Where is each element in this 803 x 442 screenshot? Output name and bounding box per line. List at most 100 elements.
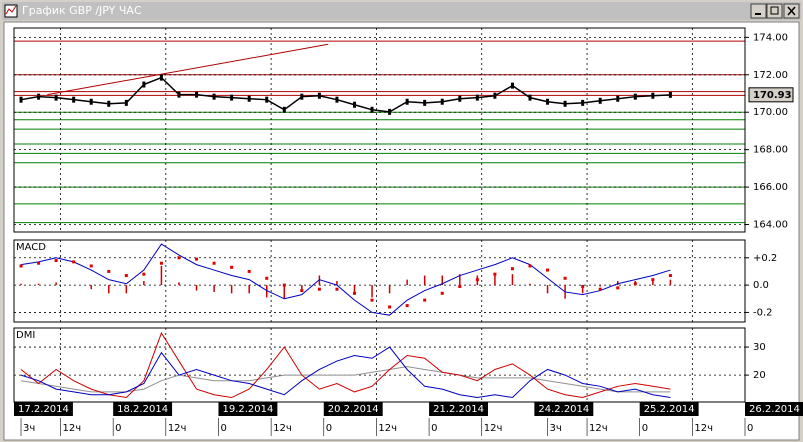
signal-dot (581, 284, 585, 288)
price-line (20, 76, 671, 113)
price-bar (651, 92, 655, 99)
window-buttons[interactable] (750, 3, 800, 19)
price-bar (510, 82, 514, 89)
histogram-bar (318, 275, 321, 286)
price-bar (107, 100, 111, 107)
price-bar (616, 95, 620, 102)
price-bar (335, 96, 339, 103)
price-bar (581, 99, 585, 106)
signal-dot (282, 283, 286, 287)
price-bar (546, 98, 550, 105)
series-line (20, 346, 671, 399)
date-box (639, 402, 699, 416)
price-bar (423, 99, 427, 106)
histogram-bar (336, 281, 338, 286)
signal-dot (352, 291, 356, 295)
signal-dot (107, 269, 111, 273)
histogram-bar (423, 275, 426, 286)
price-bar (37, 93, 41, 100)
price-bar (563, 100, 567, 107)
y-tick-label: 164.00 (753, 220, 788, 231)
date-label: 18.2.2014 (117, 404, 168, 415)
price-bar (300, 93, 304, 100)
close-glyph (787, 6, 796, 16)
price-bar (19, 96, 23, 103)
date-label: 21.2.2014 (433, 404, 484, 415)
signal-dot (370, 298, 374, 302)
price-bar (352, 101, 356, 108)
panel-title: MACD (16, 242, 46, 253)
price-bar (265, 96, 269, 103)
maximize-button[interactable] (766, 3, 783, 19)
histogram-bar (388, 285, 391, 294)
hour-label: 12ч (168, 423, 187, 434)
date-box (745, 402, 803, 416)
price-bar (72, 96, 76, 103)
histogram-bar (90, 285, 92, 290)
y-tick-label: 20 (753, 370, 766, 381)
signal-dot (668, 274, 672, 278)
panel-title: DMI (16, 330, 35, 341)
y-tick-label: +0.2 (753, 253, 777, 264)
signal-dot (651, 278, 655, 282)
minimize-button[interactable] (750, 3, 767, 19)
y-tick-label: 170.00 (753, 107, 788, 118)
hour-label: 12ч (694, 423, 713, 434)
signal-dot (212, 261, 216, 265)
histogram-bar (20, 283, 22, 286)
histogram-bar (581, 285, 584, 294)
price-bar (405, 98, 409, 105)
hour-label: 12ч (589, 423, 608, 434)
histogram-bar (459, 274, 461, 286)
histogram-bar (529, 283, 531, 286)
title-bar (2, 2, 801, 20)
date-box (323, 402, 383, 416)
price-bar (159, 74, 163, 81)
price-bar (317, 92, 321, 99)
price-bar (89, 98, 93, 105)
signal-dot (54, 259, 58, 262)
signal-dot (388, 305, 392, 309)
trend-line (47, 43, 329, 96)
signal-dot (19, 264, 23, 268)
price-bar (54, 94, 58, 101)
histogram-bar (195, 285, 198, 291)
date-box (534, 402, 594, 416)
price-bar (230, 94, 234, 101)
price-bar (388, 108, 392, 115)
signal-dot (510, 267, 514, 271)
histogram-bar (494, 275, 496, 286)
hour-label: 12ч (63, 423, 82, 434)
price-bar (598, 97, 602, 104)
hour-label: 12ч (484, 423, 503, 434)
signal-dot (405, 304, 409, 308)
y-tick-label: 168.00 (753, 145, 788, 156)
series-line (20, 366, 671, 393)
y-tick-label: -0.2 (753, 307, 773, 318)
date-label: 20.2.2014 (328, 404, 379, 415)
signal-dot (598, 287, 602, 291)
histogram-bar (213, 285, 215, 292)
histogram-bar (55, 282, 57, 286)
signal-dot (159, 261, 163, 265)
date-box (429, 402, 488, 416)
panel (14, 328, 745, 402)
histogram-bar (353, 285, 356, 292)
date-box (218, 402, 278, 416)
histogram-bar (37, 283, 40, 286)
y-tick-label: 174.00 (753, 32, 788, 43)
hour-label: 12ч (273, 423, 292, 434)
signal-dot (475, 278, 479, 282)
signal-dot (247, 269, 251, 273)
signal-dot (89, 264, 93, 268)
hour-label: 0 (642, 423, 648, 434)
series-line (20, 243, 671, 316)
hour-label: 3ч (550, 423, 562, 434)
date-label: 19.2.2014 (222, 404, 273, 415)
signal-dot (563, 276, 567, 280)
histogram-bar (178, 282, 180, 286)
price-bar (440, 98, 444, 105)
price-bar (668, 91, 672, 98)
histogram-bar (441, 275, 443, 286)
